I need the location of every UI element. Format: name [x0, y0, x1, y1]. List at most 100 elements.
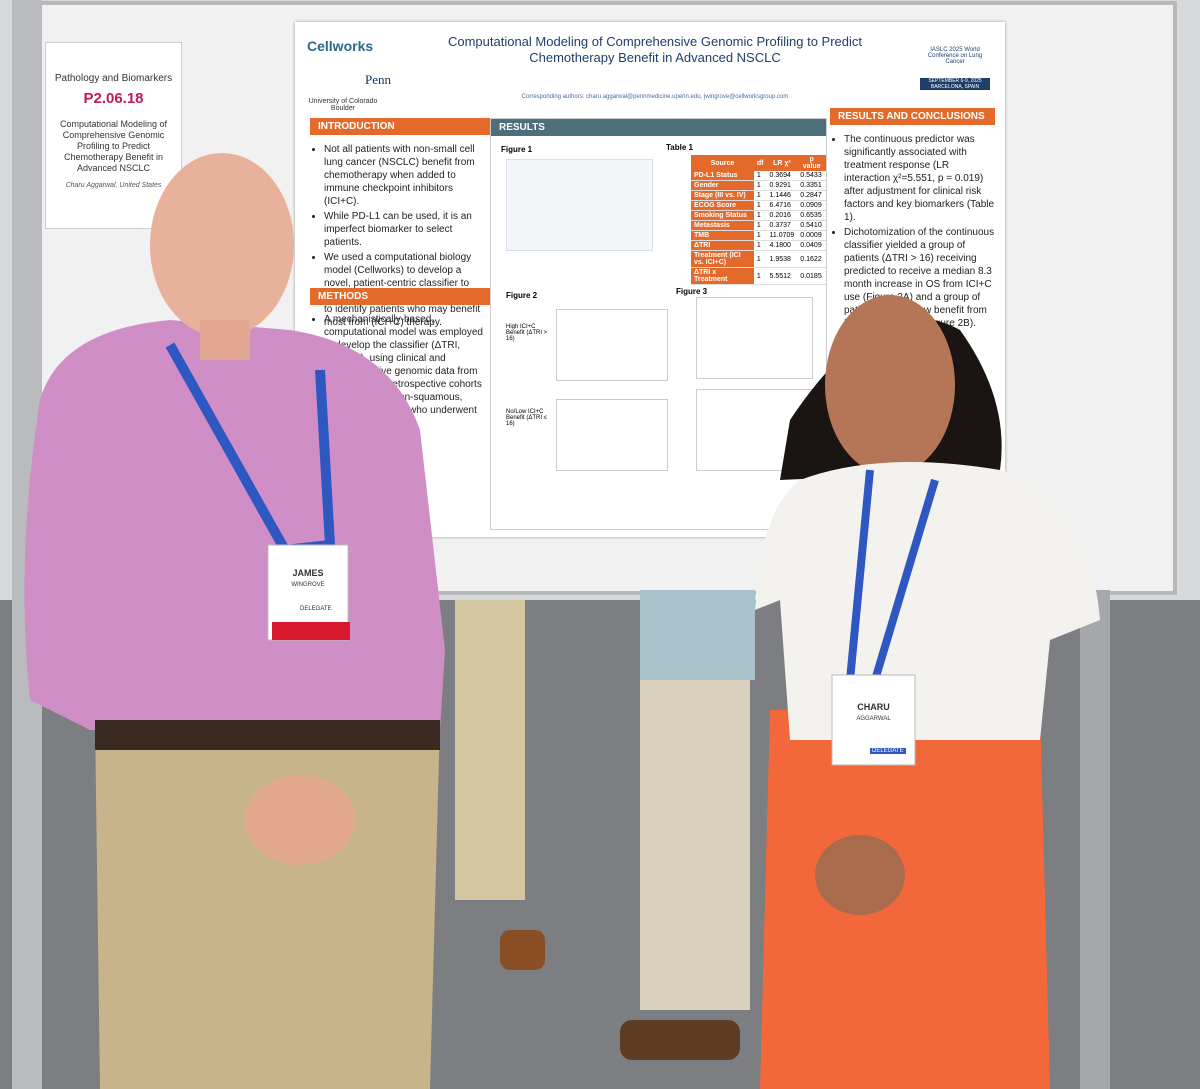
sign-title: Computational Modeling of Comprehensive …	[59, 119, 168, 173]
table-cell: 6.4716	[766, 200, 798, 211]
bystander-shirt	[640, 590, 755, 680]
neck	[200, 320, 250, 360]
figure-caption: Table 1	[666, 143, 693, 152]
table-cell: 0.3694	[766, 171, 798, 181]
sign-session: Pathology and Biomarkers	[54, 73, 173, 84]
table-header-cell: LR χ²	[766, 155, 798, 171]
table-cell: 1.1446	[766, 190, 798, 201]
table-row: Gender 1 0.9291 0.3351	[691, 180, 826, 191]
figure-caption: Figure 1	[501, 145, 533, 154]
poster-title: Computational Modeling of Comprehensive …	[447, 34, 863, 65]
km-plot	[556, 309, 668, 381]
table-cell: 1	[753, 210, 767, 221]
badge-role: DELEGATE	[870, 748, 906, 754]
table-cell: 1	[753, 190, 767, 201]
table-cell: 1	[753, 171, 767, 181]
badge-first-name: JAMES	[292, 568, 324, 578]
table-cell: 5.5512	[766, 267, 798, 285]
bullet: Not all patients with non-small cell lun…	[324, 143, 490, 208]
table-cell: 0.6535	[797, 210, 826, 221]
badge-ribbon	[272, 622, 350, 640]
section-heading: METHODS	[310, 288, 490, 305]
results-table: Source df LR χ² p value PD-L1 Status 1 0.3694 0…	[691, 155, 826, 285]
table-row: TMB 1 11.0709 0.0009	[691, 230, 826, 241]
table-row: Metastasis 1 0.3737 0.5410	[691, 220, 826, 231]
conference-logo: IASLC 2025 World Conference on Lung Canc…	[927, 47, 983, 65]
bullet: While PD-L1 can be used, it is an imperf…	[324, 210, 490, 249]
logo-text: Cellworks	[307, 38, 374, 54]
bystander	[455, 600, 525, 900]
table-row: PD-L1 Status 1 0.3694 0.5433	[691, 171, 826, 181]
badge-first-name: CHARU	[857, 702, 890, 712]
table-header-row: Source df LR χ² p value	[691, 155, 826, 171]
table-cell: ECOG Score	[691, 200, 754, 211]
lace-top	[755, 462, 1100, 740]
hands	[815, 835, 905, 915]
table-cell: 0.0009	[797, 230, 826, 241]
session-sign: Pathology and Biomarkers P2.06.18 Comput…	[45, 42, 182, 229]
man	[24, 153, 445, 1089]
figure-label: High ICI+C Benefit (ΔTRI > 16)	[506, 324, 548, 342]
figure	[506, 159, 653, 251]
table-cell: 1	[753, 180, 767, 191]
hands	[245, 775, 355, 865]
table-cell: PD-L1 Status	[691, 171, 754, 181]
figure-label: No/Low ICI+C Benefit (ΔTRI ≤ 16)	[506, 409, 547, 427]
table-cell: 1	[753, 200, 767, 211]
table-row: ΔTRI 1 4.1800 0.0409	[691, 240, 826, 251]
head	[150, 153, 294, 337]
sign-author: Charu Aggarwal, United States	[65, 182, 162, 189]
section-heading: RESULTS	[491, 119, 826, 136]
table-cell: Gender	[691, 180, 754, 191]
table-cell: Smoking Status	[691, 210, 754, 221]
table-row: Smoking Status 1 0.2016 0.6535	[691, 210, 826, 221]
shoe	[620, 1020, 740, 1060]
table-cell: 11.0709	[766, 230, 798, 241]
table-header-cell: Source	[691, 155, 754, 171]
badge-role: DELEGATE	[300, 606, 332, 612]
bullet: The continuous predictor was significant…	[844, 133, 995, 224]
table-cell: 1	[753, 220, 767, 231]
table-row: ECOG Score 1 6.4716 0.0909	[691, 200, 826, 211]
shirt	[24, 320, 445, 730]
lanyard	[846, 469, 939, 682]
logo-text: Penn	[365, 72, 391, 87]
table-cell: ΔTRI x Treatment	[691, 267, 754, 285]
section-heading: RESULTS AND CONCLUSIONS	[830, 108, 995, 125]
table-cell: 1	[753, 240, 767, 251]
table-cell: 1.9538	[766, 250, 798, 268]
board-post	[1080, 590, 1110, 1089]
table-cell: Stage (III vs. IV)	[691, 190, 754, 201]
head	[825, 295, 955, 475]
table-cell: 0.2016	[766, 210, 798, 221]
section-heading: INTRODUCTION	[310, 118, 490, 135]
table-cell: 0.0185	[797, 267, 826, 285]
table-cell: 0.0409	[797, 240, 826, 251]
table-cell: 0.5433	[797, 171, 826, 181]
table-cell: 1	[753, 250, 767, 268]
conference-date: SEPTEMBER 6-9, 2025 BARCELONA, SPAIN	[920, 78, 990, 90]
table-cell: 4.1800	[766, 240, 798, 251]
table-header-cell: df	[753, 155, 767, 171]
table-cell: Treatment (ICI vs. ICI+C)	[691, 250, 754, 268]
woman	[755, 295, 1100, 1089]
figure-caption: Figure 2	[506, 291, 538, 300]
results: RESULTS Figure 1 Table 1 Source df LR χ² p …	[490, 118, 827, 530]
scatter-plot	[696, 297, 813, 379]
table-cell: TMB	[691, 230, 754, 241]
table-cell: 0.2847	[797, 190, 826, 201]
shoe	[500, 930, 545, 970]
badge-last-name: AGGARWAL	[856, 716, 891, 722]
figure-caption: Figure 3	[676, 287, 708, 296]
table-cell: 1	[753, 267, 767, 285]
table-header-cell: p value	[797, 155, 826, 171]
table-row: Treatment (ICI vs. ICI+C) 1 1.9538 0.1622	[691, 250, 826, 268]
table-cell: 0.3351	[797, 180, 826, 191]
table-cell: Metastasis	[691, 220, 754, 231]
km-plot	[556, 399, 668, 471]
logo-text: University of Colorado Boulder	[308, 98, 378, 112]
belt	[95, 720, 440, 750]
table-cell: 0.5410	[797, 220, 826, 231]
